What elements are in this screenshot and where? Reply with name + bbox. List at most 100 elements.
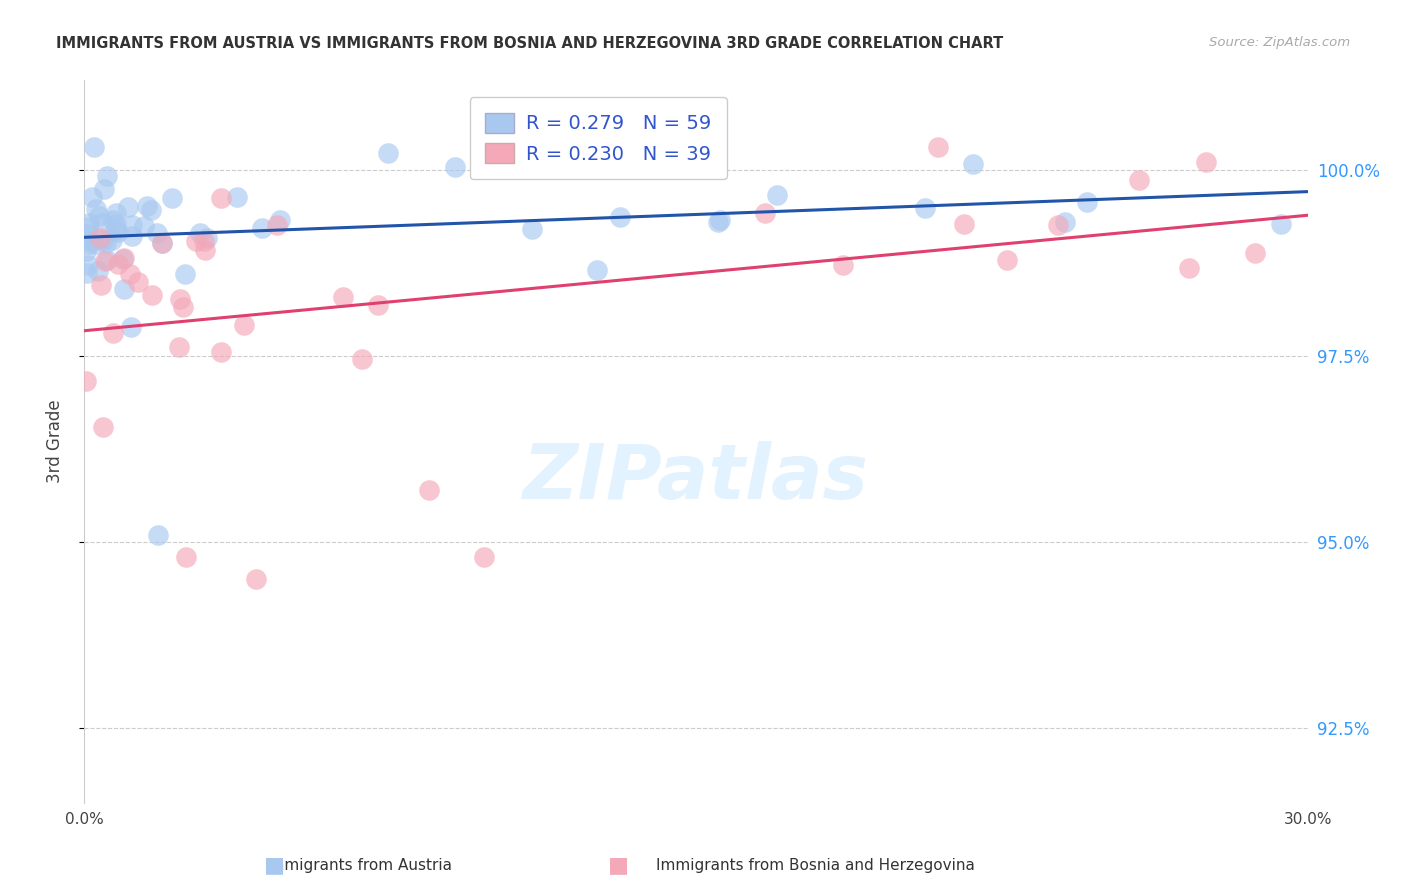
Point — [76, 227, 98, 241]
Point — [194, 243, 217, 257]
Point — [707, 214, 730, 228]
Legend: R = 0.279   N = 59, R = 0.230   N = 39: R = 0.279 N = 59, R = 0.230 N = 39 — [470, 97, 727, 179]
Point — [995, 252, 1018, 267]
Point — [709, 212, 731, 227]
Point — [266, 219, 288, 233]
Point — [107, 257, 129, 271]
Point — [418, 483, 440, 497]
Point — [367, 298, 389, 312]
Point — [104, 218, 127, 232]
Point — [141, 202, 163, 217]
Point — [91, 216, 114, 230]
Point — [209, 191, 232, 205]
Point — [160, 191, 183, 205]
Point — [118, 268, 141, 282]
Point — [169, 340, 191, 354]
Point — [90, 278, 112, 293]
Point — [79, 216, 101, 230]
Point — [195, 231, 218, 245]
Point — [269, 213, 291, 227]
Point — [174, 267, 197, 281]
Point — [962, 157, 984, 171]
Point — [117, 200, 139, 214]
Point — [1177, 260, 1199, 275]
Point — [127, 275, 149, 289]
Point — [77, 258, 100, 272]
Point — [1270, 217, 1292, 231]
Point — [111, 252, 134, 267]
Point — [120, 320, 142, 334]
Point — [146, 527, 169, 541]
Point — [93, 182, 115, 196]
Point — [104, 223, 127, 237]
Point — [75, 244, 97, 258]
Point — [105, 206, 128, 220]
Point — [914, 201, 936, 215]
Point — [188, 227, 211, 241]
Point — [94, 236, 117, 251]
Text: ZIPatlas: ZIPatlas — [523, 441, 869, 515]
Point — [121, 218, 143, 232]
Point — [83, 140, 105, 154]
Point — [87, 209, 110, 223]
Point — [586, 263, 609, 277]
Point — [522, 222, 544, 236]
Text: Immigrants from Austria: Immigrants from Austria — [264, 858, 453, 872]
Point — [101, 213, 124, 227]
Point — [76, 220, 98, 235]
Point — [233, 318, 256, 332]
Text: ■: ■ — [609, 855, 628, 875]
Point — [79, 237, 101, 252]
Point — [952, 217, 974, 231]
Point — [169, 292, 191, 306]
Point — [101, 326, 124, 340]
Point — [84, 202, 107, 216]
Point — [245, 572, 267, 586]
Point — [250, 220, 273, 235]
Point — [96, 252, 118, 267]
Point — [101, 233, 124, 247]
Point — [107, 226, 129, 240]
Point — [1195, 155, 1218, 169]
Point — [86, 236, 108, 251]
Text: 30.0%: 30.0% — [1284, 812, 1331, 827]
Point — [377, 145, 399, 160]
Point — [75, 374, 97, 388]
Point — [350, 352, 373, 367]
Point — [146, 226, 169, 240]
Point — [472, 158, 495, 172]
Point — [76, 266, 98, 280]
Point — [93, 254, 115, 268]
Text: Source: ZipAtlas.com: Source: ZipAtlas.com — [1209, 36, 1350, 49]
Point — [89, 231, 111, 245]
Point — [754, 206, 776, 220]
Point — [93, 419, 115, 434]
Text: Immigrants from Bosnia and Herzegovina: Immigrants from Bosnia and Herzegovina — [657, 858, 974, 872]
Point — [112, 251, 135, 265]
Text: 0.0%: 0.0% — [65, 812, 104, 827]
Point — [1053, 214, 1076, 228]
Point — [832, 258, 855, 272]
Point — [136, 199, 159, 213]
Point — [226, 190, 249, 204]
Point — [1128, 172, 1150, 186]
Text: ■: ■ — [264, 855, 284, 875]
Point — [332, 290, 354, 304]
Point — [141, 287, 163, 301]
Point — [80, 234, 103, 248]
Point — [172, 300, 194, 314]
Point — [1076, 194, 1098, 209]
Point — [174, 549, 197, 564]
Point — [121, 228, 143, 243]
Point — [443, 160, 465, 174]
Point — [609, 210, 631, 224]
Point — [184, 235, 207, 249]
Point — [91, 233, 114, 247]
Text: IMMIGRANTS FROM AUSTRIA VS IMMIGRANTS FROM BOSNIA AND HERZEGOVINA 3RD GRADE CORR: IMMIGRANTS FROM AUSTRIA VS IMMIGRANTS FR… — [56, 36, 1004, 51]
Point — [132, 219, 155, 233]
Point — [209, 344, 232, 359]
Point — [193, 234, 215, 248]
Point — [927, 140, 949, 154]
Point — [1244, 246, 1267, 260]
Point — [80, 190, 103, 204]
